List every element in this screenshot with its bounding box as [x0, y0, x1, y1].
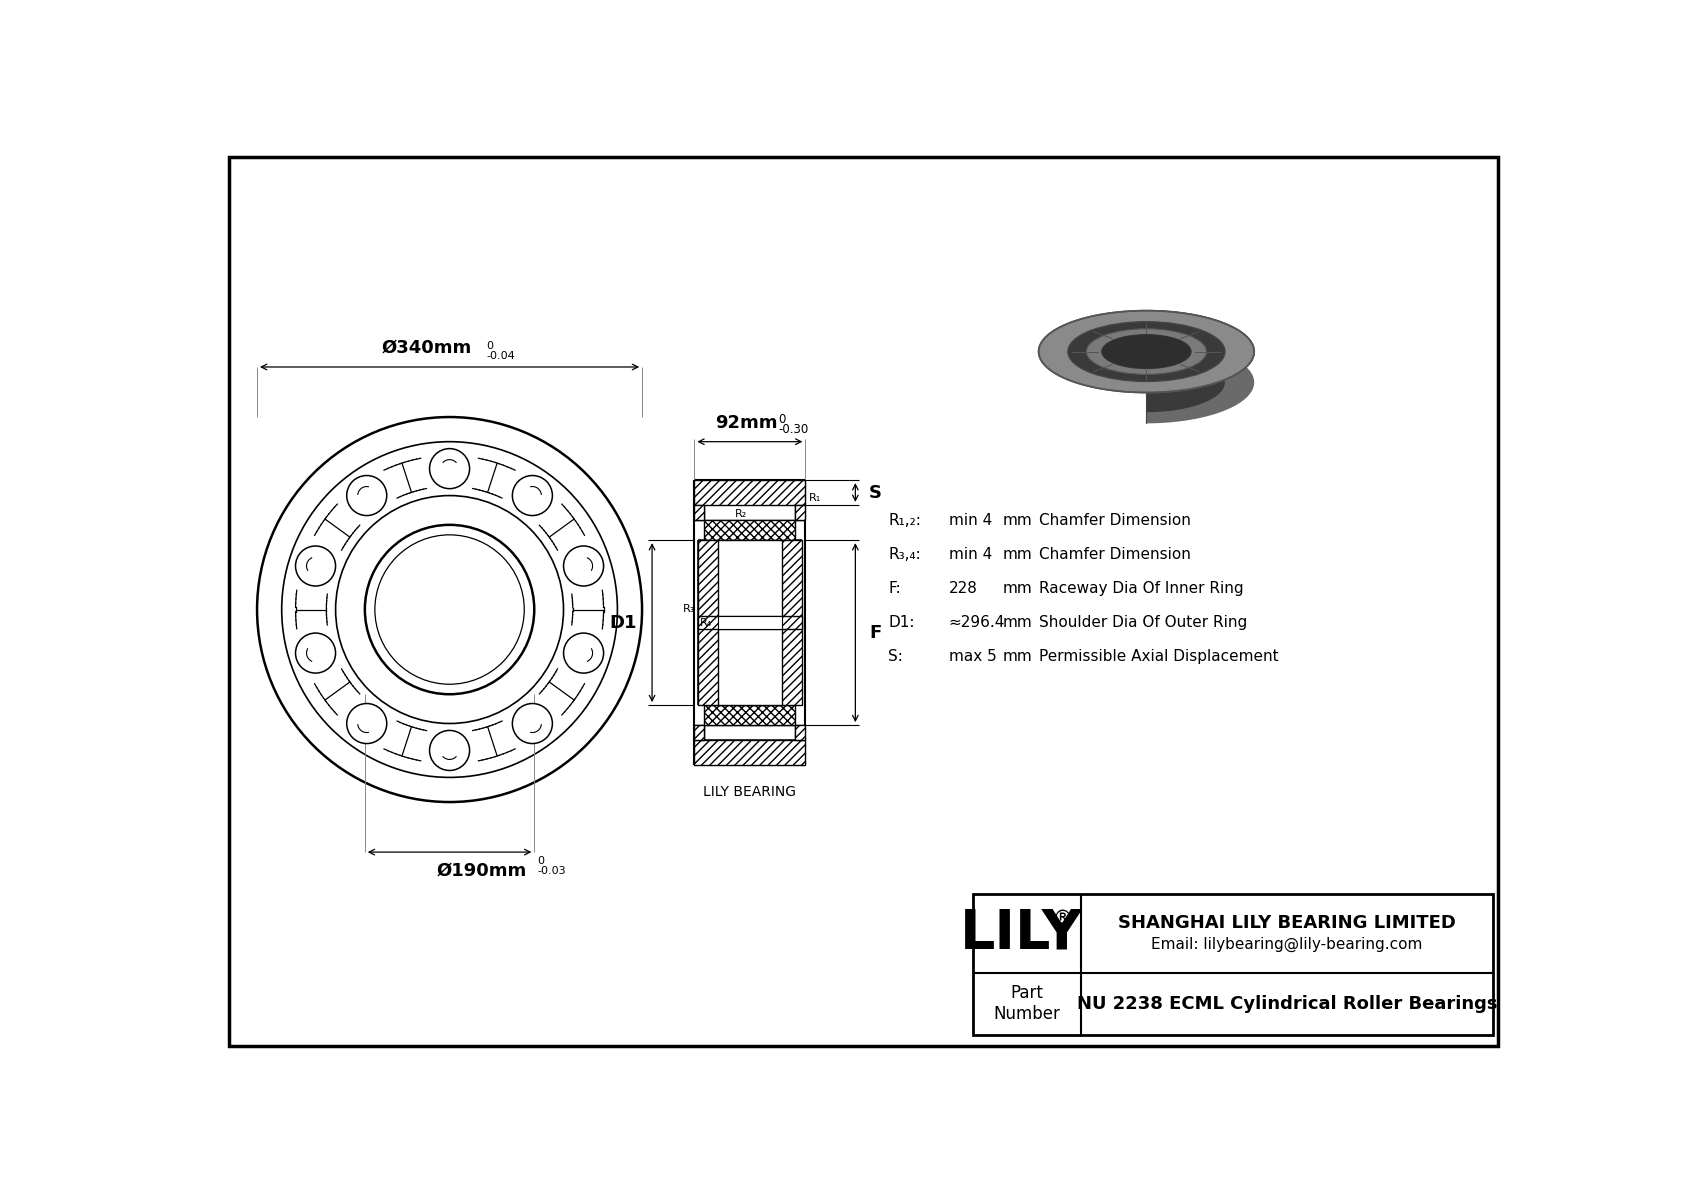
Text: R₁,₂:: R₁,₂:: [889, 513, 921, 529]
Text: NU 2238 ECML Cylindrical Roller Bearings: NU 2238 ECML Cylindrical Roller Bearings: [1076, 994, 1497, 1012]
Polygon shape: [1147, 322, 1224, 412]
Circle shape: [335, 495, 564, 723]
Text: Raceway Dia Of Inner Ring: Raceway Dia Of Inner Ring: [1039, 581, 1243, 597]
Text: 0: 0: [487, 341, 493, 351]
Bar: [704, 520, 795, 541]
Text: ≈296.4: ≈296.4: [948, 615, 1005, 630]
Text: R₄: R₄: [701, 618, 712, 628]
Bar: [717, 617, 781, 629]
Bar: [694, 505, 704, 520]
Polygon shape: [1147, 335, 1191, 399]
Circle shape: [347, 704, 387, 743]
Text: SHANGHAI LILY BEARING LIMITED: SHANGHAI LILY BEARING LIMITED: [1118, 913, 1457, 931]
Text: Part
Number: Part Number: [994, 984, 1061, 1023]
Text: -0.30: -0.30: [778, 423, 808, 436]
Bar: [694, 725, 704, 741]
Text: mm: mm: [1002, 615, 1032, 630]
Text: min 4: min 4: [948, 548, 992, 562]
Text: -0.03: -0.03: [537, 866, 566, 875]
Text: max 5: max 5: [948, 649, 997, 665]
Ellipse shape: [1086, 329, 1206, 374]
Circle shape: [347, 475, 387, 516]
Text: ®: ®: [1052, 909, 1073, 928]
Text: Chamfer Dimension: Chamfer Dimension: [1039, 513, 1191, 529]
Circle shape: [295, 634, 335, 673]
Text: LILY BEARING: LILY BEARING: [704, 785, 797, 799]
Circle shape: [512, 704, 552, 743]
Text: 0: 0: [537, 856, 544, 866]
Circle shape: [429, 730, 470, 771]
Text: mm: mm: [1002, 649, 1032, 665]
Circle shape: [281, 442, 618, 778]
Ellipse shape: [1101, 335, 1191, 368]
Circle shape: [564, 634, 603, 673]
Circle shape: [258, 417, 642, 802]
Circle shape: [376, 535, 524, 685]
Circle shape: [512, 475, 552, 516]
Text: 92mm: 92mm: [714, 413, 778, 431]
Circle shape: [564, 545, 603, 586]
Text: LILY: LILY: [960, 906, 1083, 961]
Bar: [704, 705, 795, 725]
Bar: [795, 725, 805, 741]
Ellipse shape: [1101, 335, 1191, 368]
Text: 0: 0: [778, 412, 786, 425]
Text: -0.04: -0.04: [487, 351, 515, 361]
Text: min 4: min 4: [948, 513, 992, 529]
Text: S: S: [869, 484, 882, 501]
Text: Ø340mm: Ø340mm: [381, 338, 472, 356]
Text: R₁: R₁: [808, 493, 822, 504]
Bar: [692, 479, 807, 767]
Text: Chamfer Dimension: Chamfer Dimension: [1039, 548, 1191, 562]
Text: Email: lilybearing@lily-bearing.com: Email: lilybearing@lily-bearing.com: [1152, 937, 1423, 952]
Text: R₂: R₂: [736, 509, 748, 518]
Text: S:: S:: [889, 649, 903, 665]
Bar: [697, 541, 802, 705]
Bar: [694, 741, 805, 765]
Ellipse shape: [1039, 311, 1255, 393]
Text: R₃: R₃: [682, 604, 695, 615]
Bar: [973, 894, 1494, 1035]
Polygon shape: [1147, 311, 1255, 423]
Text: F:: F:: [889, 581, 901, 597]
Text: mm: mm: [1002, 548, 1032, 562]
Text: D1: D1: [610, 613, 637, 631]
Bar: [694, 480, 805, 505]
Text: 228: 228: [948, 581, 977, 597]
Circle shape: [251, 411, 648, 809]
Circle shape: [365, 525, 534, 694]
Text: mm: mm: [1002, 513, 1032, 529]
Text: R₃,₄:: R₃,₄:: [889, 548, 921, 562]
Ellipse shape: [1068, 322, 1224, 381]
Bar: [717, 541, 781, 705]
Text: Ø190mm: Ø190mm: [436, 861, 527, 879]
Circle shape: [429, 449, 470, 488]
Text: Permissible Axial Displacement: Permissible Axial Displacement: [1039, 649, 1278, 665]
Text: Shoulder Dia Of Outer Ring: Shoulder Dia Of Outer Ring: [1039, 615, 1246, 630]
Circle shape: [295, 545, 335, 586]
Bar: [697, 617, 802, 629]
Text: F: F: [869, 624, 881, 642]
Text: mm: mm: [1002, 581, 1032, 597]
Bar: [795, 505, 805, 520]
Text: D1:: D1:: [889, 615, 914, 630]
